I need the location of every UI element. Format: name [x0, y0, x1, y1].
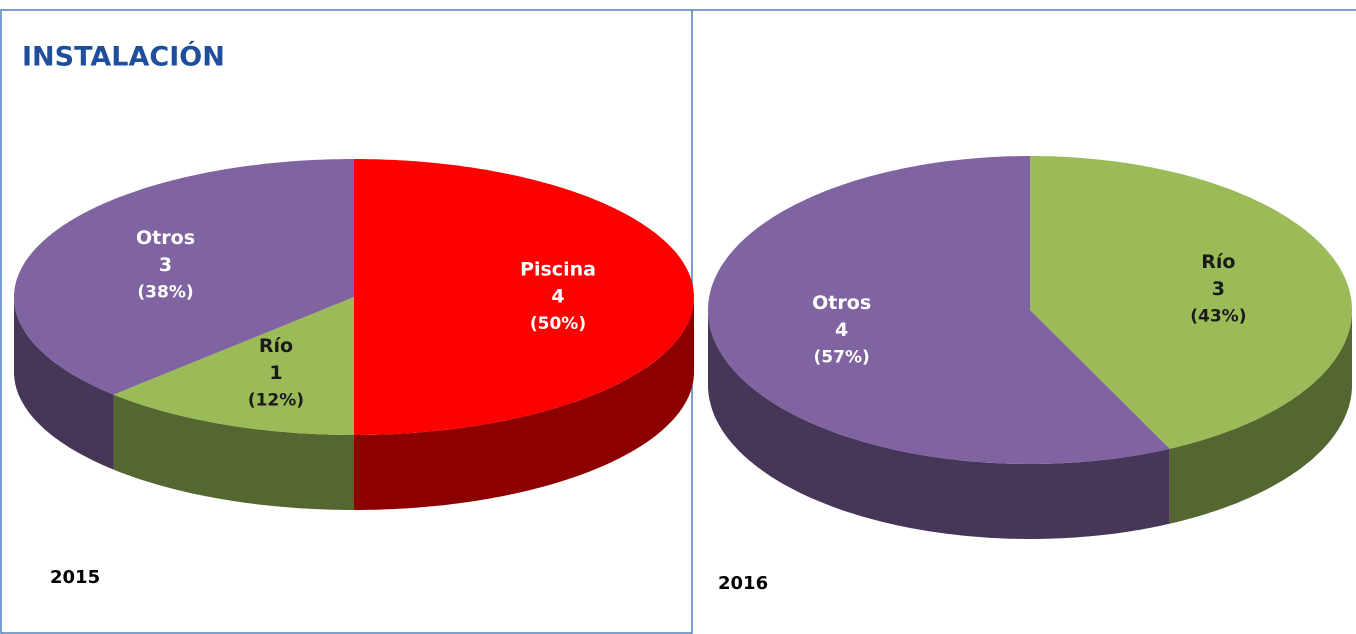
slice	[113, 297, 354, 435]
slice-percent: (38%)	[137, 282, 193, 302]
slice	[1030, 156, 1352, 449]
slice-side	[1169, 310, 1352, 524]
slice-value: 3	[1212, 278, 1225, 300]
slice-value: 3	[159, 254, 172, 276]
slice	[14, 159, 354, 395]
slice-percent: (12%)	[248, 390, 304, 410]
slice-value: 1	[269, 362, 282, 384]
slice-side	[708, 310, 1170, 539]
slice-name: Otros	[812, 292, 871, 314]
year-label: 2015	[50, 567, 100, 588]
slice	[708, 156, 1170, 464]
slice-value: 4	[551, 286, 564, 308]
slice-percent: (50%)	[530, 314, 586, 334]
slice-side	[14, 297, 114, 470]
slice-side	[113, 394, 354, 510]
slice-name: Río	[1201, 251, 1235, 273]
slice-side	[354, 297, 694, 510]
slice-name: Otros	[136, 227, 195, 249]
slice-name: Río	[259, 335, 293, 357]
slice	[354, 159, 694, 435]
chart-title: INSTALACIÓN	[22, 41, 225, 73]
slice-percent: (57%)	[814, 348, 870, 368]
slice-value: 4	[835, 319, 848, 341]
slice-percent: (43%)	[1190, 306, 1246, 326]
year-label: 2016	[718, 573, 768, 594]
slice-name: Piscina	[520, 259, 596, 281]
